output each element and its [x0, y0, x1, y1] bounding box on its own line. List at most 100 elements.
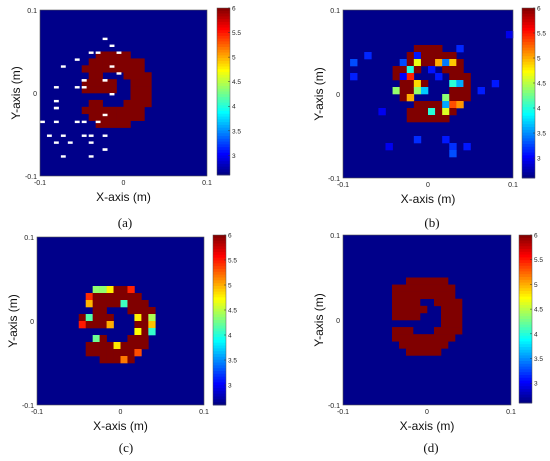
heatmap-cell — [413, 66, 422, 74]
heatmap-cell — [491, 80, 500, 88]
heatmap-cell — [413, 305, 421, 314]
artifact-pixel — [60, 65, 66, 68]
colorbar-step — [213, 243, 226, 247]
x-tick-label: 0.1 — [202, 180, 212, 187]
artifact-pixel — [67, 141, 73, 144]
plot-frame — [342, 234, 512, 406]
heatmap-cell — [448, 305, 456, 314]
heatmap-cell — [406, 80, 415, 88]
colorbar-step — [217, 44, 230, 48]
heatmap-cell — [455, 327, 463, 335]
colorbar-step — [522, 112, 535, 117]
heatmap-cell — [428, 52, 436, 60]
heatmap-cell — [449, 94, 457, 102]
colorbar-step — [519, 333, 532, 337]
artifact-pixel — [40, 120, 45, 124]
heatmap-cell — [92, 300, 100, 308]
heatmap-cell — [137, 93, 145, 101]
heatmap-cell — [392, 87, 400, 95]
heatmap-cell — [463, 73, 471, 81]
colorbar-step — [519, 299, 532, 303]
colorbar-step — [217, 27, 230, 31]
colorbar-step — [213, 337, 226, 341]
colorbar-step — [519, 372, 532, 376]
y-tick-label: 0 — [336, 318, 340, 325]
colorbar-step — [522, 149, 535, 153]
heatmap-cell — [441, 277, 449, 285]
colorbar-step — [519, 319, 532, 323]
plot-frame — [36, 236, 205, 406]
heatmap-cell — [364, 52, 372, 60]
colorbar-step — [213, 382, 226, 386]
heatmap-cell — [141, 342, 149, 350]
heatmap-cell — [413, 348, 421, 356]
heatmap-cell — [134, 314, 142, 322]
colorbar-step — [213, 235, 226, 239]
heatmap-cell — [420, 108, 429, 116]
plot-frame — [39, 9, 208, 177]
colorbar-step — [519, 277, 532, 281]
artifact-pixel — [95, 120, 101, 124]
heatmap-cell — [413, 298, 421, 307]
colorbar-tick-label: 5.5 — [537, 31, 546, 38]
colorbar-step — [522, 172, 535, 176]
colorbar-step — [522, 87, 535, 91]
heatmap-cell — [123, 72, 131, 80]
colorbar-step — [519, 338, 532, 342]
heatmap-cell — [123, 51, 131, 59]
heatmap-cell — [399, 334, 407, 342]
heatmap-cell — [109, 86, 117, 94]
heatmap-cell — [137, 72, 145, 80]
colorbar-step — [522, 166, 535, 170]
colorbar-step — [519, 296, 532, 300]
colorbar-step — [217, 72, 230, 76]
colorbar-step — [217, 99, 230, 104]
colorbar-step — [522, 56, 535, 60]
heatmap-cell — [106, 349, 114, 357]
heatmap-cell — [420, 80, 429, 88]
heatmap-cell — [85, 293, 93, 301]
colorbar-step — [217, 144, 230, 148]
heatmap-cell — [413, 284, 421, 292]
colorbar-step — [213, 376, 226, 380]
heatmap-cell — [113, 293, 121, 301]
heatmap-cell — [148, 328, 156, 336]
colorbar-tick-label: 4.5 — [232, 79, 241, 86]
heatmap-cell — [413, 115, 422, 123]
colorbar-step — [519, 358, 532, 362]
colorbar-step — [519, 265, 532, 269]
y-tick-label: -0.1 — [22, 403, 34, 410]
colorbar-step — [217, 24, 230, 28]
colorbar-step — [519, 330, 532, 334]
heatmap-cell — [144, 86, 152, 94]
heatmap-cell — [448, 327, 456, 335]
colorbar-step — [522, 64, 535, 68]
colorbar-step — [213, 240, 226, 244]
artifact-pixel — [60, 155, 66, 158]
colorbar-tick-label: 5.5 — [232, 30, 241, 37]
heatmap-cell — [456, 80, 464, 88]
heatmap-cell — [434, 298, 442, 307]
heatmap-cell — [123, 113, 131, 121]
heatmap-cell — [441, 341, 449, 349]
heatmap-cell — [120, 356, 128, 364]
heatmap-cell — [88, 72, 96, 80]
x-axis-label: X-axis (m) — [96, 190, 151, 204]
colorbar-step — [519, 324, 532, 328]
heatmap-cell — [123, 65, 131, 73]
heatmap-cell — [399, 312, 407, 321]
heatmap-cell — [141, 335, 149, 343]
colorbar-step — [213, 320, 226, 324]
heatmap-cell — [420, 59, 429, 67]
colorbar-step — [213, 354, 226, 358]
colorbar-step — [522, 115, 535, 119]
colorbar-step — [519, 361, 532, 365]
colorbar-step — [217, 35, 230, 40]
colorbar-step — [519, 391, 532, 395]
heatmap-cell — [413, 334, 421, 342]
artifact-pixel — [60, 134, 66, 137]
colorbar-step — [519, 355, 532, 359]
colorbar-step — [213, 303, 226, 307]
colorbar-step — [217, 97, 230, 101]
heatmap-cell — [392, 327, 400, 335]
